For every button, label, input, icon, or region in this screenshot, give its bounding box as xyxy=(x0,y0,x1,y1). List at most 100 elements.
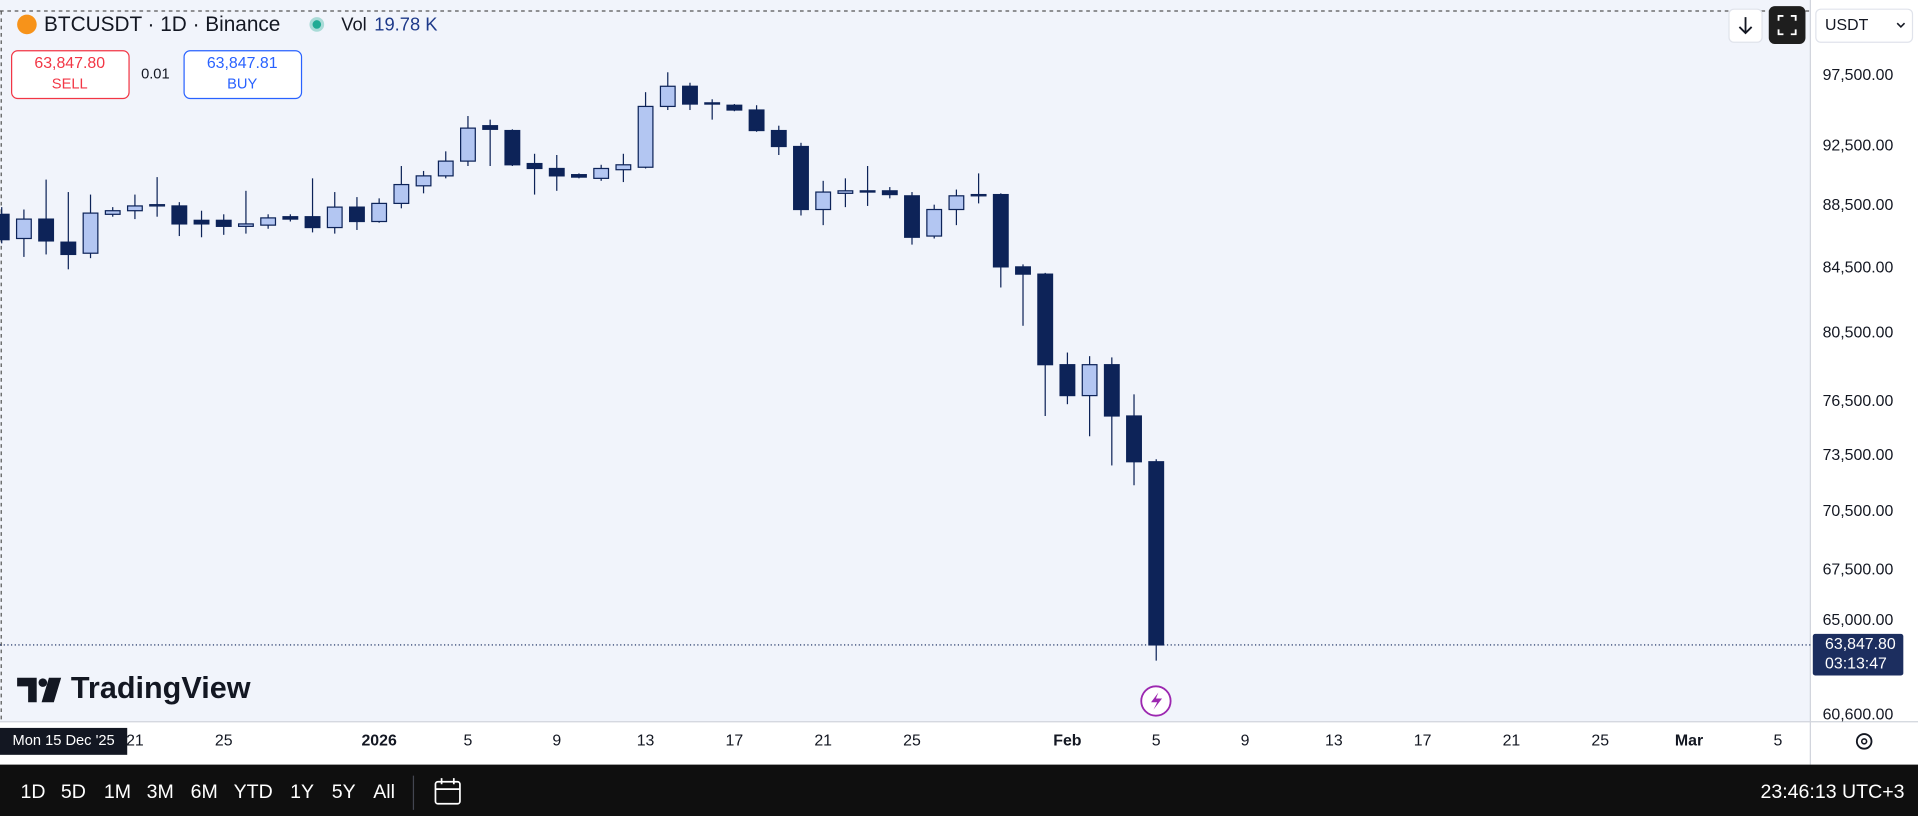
x-tick-label: Mar xyxy=(1675,733,1703,750)
y-tick-label: 88,500.00 xyxy=(1823,197,1894,214)
range-button[interactable]: 1M xyxy=(104,781,131,803)
candle-body xyxy=(304,216,321,229)
x-tick-label: 5 xyxy=(1773,733,1782,750)
crosshair-date-box xyxy=(0,727,128,755)
x-tick-label: 5 xyxy=(464,733,473,750)
fullscreen-button[interactable] xyxy=(1768,6,1806,45)
candle-body xyxy=(371,202,388,223)
range-button[interactable]: YTD xyxy=(234,781,273,803)
buy-price: 63,847.81 xyxy=(207,55,278,72)
symbol-title[interactable]: BTCUSDT · 1D · Binance xyxy=(44,13,280,36)
currency-dropdown[interactable] xyxy=(1815,8,1914,43)
candle-body xyxy=(393,183,410,205)
candle-body xyxy=(193,219,210,225)
countdown: 03:13:47 xyxy=(1825,656,1887,673)
candle-body xyxy=(593,167,610,179)
candle-body xyxy=(904,195,920,238)
market-status xyxy=(312,20,322,29)
date-range-icon[interactable] xyxy=(434,780,461,805)
candle-body xyxy=(1148,461,1165,646)
candle-body xyxy=(0,213,10,241)
candle-body xyxy=(837,190,854,194)
x-tick-label: 21 xyxy=(126,733,144,750)
buy-label: BUY xyxy=(227,76,257,92)
candle-body xyxy=(615,164,632,171)
candle-body xyxy=(348,206,365,223)
candle-body xyxy=(1015,266,1031,275)
currency: USDT xyxy=(1825,17,1869,34)
candle-body xyxy=(659,85,676,108)
settings-icon[interactable] xyxy=(1855,733,1873,750)
y-tick-label: 67,500.00 xyxy=(1823,561,1894,578)
x-tick-label: 21 xyxy=(1503,733,1521,750)
candle-body xyxy=(1103,364,1120,417)
logo-mark xyxy=(17,677,62,703)
fullscreen-icon xyxy=(1777,14,1797,36)
x-tick-label: 2026 xyxy=(361,733,397,750)
range-button[interactable]: 1Y xyxy=(290,781,314,803)
range-button[interactable]: 5Y xyxy=(332,781,356,803)
candle-body xyxy=(260,217,277,226)
candle-body xyxy=(926,208,943,237)
range-button[interactable]: All xyxy=(373,781,395,803)
x-tick-label: 13 xyxy=(637,733,655,750)
volume-value: 19.78 K xyxy=(374,14,438,35)
candle-body xyxy=(282,216,299,220)
y-tick-label: 60,600.00 xyxy=(1823,706,1894,723)
x-tick-label: 5 xyxy=(1152,733,1161,750)
range-button[interactable]: 6M xyxy=(191,781,218,803)
candle-body xyxy=(82,212,99,254)
range-button[interactable]: 3M xyxy=(147,781,174,803)
x-tick-label: Feb xyxy=(1053,733,1082,750)
sell-price: 63,847.80 xyxy=(34,55,105,72)
x-tick-label: 25 xyxy=(903,733,921,750)
range-button[interactable]: 1D xyxy=(21,781,46,803)
dropdown-chevron xyxy=(1896,22,1906,29)
last-price-label: 63,847.80 xyxy=(1825,636,1896,653)
range-buttons: 1D 5D 1M 3M 6M YTD 1Y 5Y All xyxy=(21,781,395,803)
y-tick-label: 84,500.00 xyxy=(1823,259,1894,276)
x-tick-label: 17 xyxy=(726,733,744,750)
candle-body xyxy=(770,129,787,148)
candle-body xyxy=(992,193,1009,268)
y-tick-label: 97,500.00 xyxy=(1823,67,1894,84)
candle-body xyxy=(637,105,654,168)
candle-body xyxy=(104,210,121,215)
candle-body xyxy=(60,241,77,256)
candle-body xyxy=(38,218,55,242)
candle-body xyxy=(1081,364,1098,397)
x-tick-label: 25 xyxy=(1591,733,1609,750)
range-button[interactable]: 5D xyxy=(61,781,86,803)
candle-body xyxy=(748,109,765,132)
candle-body xyxy=(437,160,454,177)
y-tick-label: 92,500.00 xyxy=(1823,138,1894,155)
logo-mark xyxy=(38,678,48,687)
candle-body xyxy=(881,190,898,196)
sell-button[interactable] xyxy=(11,50,130,100)
y-tick-label: 80,500.00 xyxy=(1823,325,1894,342)
x-tick-label: 9 xyxy=(1241,733,1250,750)
candle-body xyxy=(171,205,188,225)
candle-body xyxy=(704,102,721,105)
candle-body xyxy=(415,175,432,187)
symbol-icon xyxy=(17,14,37,35)
candle-body xyxy=(1126,415,1142,463)
candle-body xyxy=(970,193,987,197)
date-range-icon xyxy=(435,778,460,790)
candle-body xyxy=(726,104,743,111)
y-tick-label: 76,500.00 xyxy=(1823,393,1894,410)
time-axis-background xyxy=(0,721,1811,765)
download-icon xyxy=(1738,17,1753,35)
candle-body xyxy=(815,191,832,211)
settings-icon xyxy=(1860,738,1868,745)
candle-body xyxy=(571,174,587,178)
plot-background xyxy=(0,0,1811,722)
buy-button[interactable] xyxy=(183,50,303,100)
candle-body xyxy=(526,162,543,170)
series xyxy=(0,72,1811,661)
y-tick-label: 73,500.00 xyxy=(1823,447,1894,464)
candle-body xyxy=(682,85,698,105)
crosshair-date-label: Mon 15 Dec '25 xyxy=(13,733,115,749)
candle-body xyxy=(482,125,499,130)
